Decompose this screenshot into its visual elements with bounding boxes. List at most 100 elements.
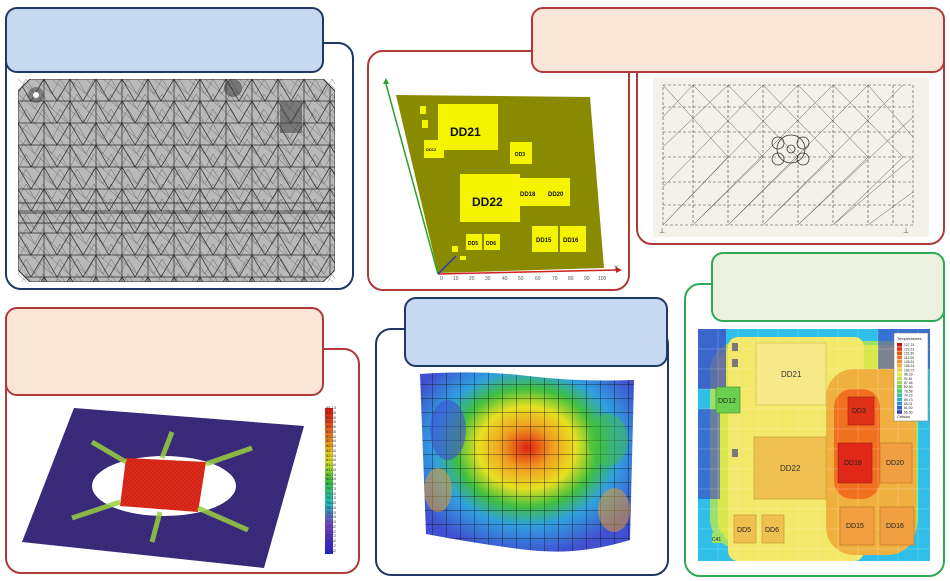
thermal-legend-swatch — [897, 355, 902, 360]
chip-component-dd16 — [560, 226, 586, 252]
thermal-component-dd12 — [715, 386, 741, 414]
thermal-small-label: C41 — [712, 537, 721, 543]
thermal-legend-swatch — [897, 406, 902, 410]
thermal-legend-value: 96.23 — [904, 373, 913, 377]
stress-legend-value: 84.95 — [326, 409, 337, 415]
stress-legend-value: 80.04 — [326, 481, 337, 486]
stress-legend-value: 77.32 — [326, 523, 337, 529]
thermal-legend-swatch — [897, 380, 902, 385]
thermal-legend-title: Temperatures — [897, 336, 921, 341]
stress-legend-value: 79.13 — [326, 495, 337, 501]
thermal-legend-swatch — [897, 410, 902, 414]
stress-legend-value: 80.74 — [326, 471, 337, 477]
thermal-legend-value: 119.23 — [904, 347, 914, 351]
thermal-panel-header — [711, 252, 945, 322]
thermal-label-dd5: DD5 — [737, 527, 751, 534]
chip-axis-tick: 30 — [485, 276, 491, 282]
stress-legend-value: 78.53 — [326, 504, 337, 510]
thermal-component-dd16 — [879, 506, 915, 546]
chip-label-dd16: DD16 — [563, 238, 579, 244]
thermal-legend-value: 69.73 — [904, 398, 913, 402]
thermal-label-dd21: DD21 — [781, 370, 802, 379]
thermal-legend-swatch — [897, 368, 902, 372]
stress-legend-value: 76.72 — [326, 533, 337, 539]
thermal-legend-swatch — [897, 389, 902, 393]
thermal-legend-swatch — [897, 401, 902, 406]
chip-component-dd6 — [484, 234, 500, 250]
thermal-legend-swatch — [897, 351, 902, 355]
thermal-legend-value: 112.00 — [904, 356, 914, 360]
stress-legend-value: 78.23 — [326, 509, 337, 515]
triangular-mesh-image — [18, 79, 335, 282]
stress-legend-value: 83.55 — [326, 428, 337, 434]
chip-axis-tick: 10 — [453, 276, 459, 282]
thermal-map-image: DD21 DD12 DD3 DD18 DD20 DD22 DD15 DD16 D… — [698, 329, 930, 561]
chip-label-dd18: DD18 — [520, 192, 536, 198]
thermal-component-dd15 — [839, 506, 875, 546]
chip-label-dd21: DD21 — [450, 125, 481, 139]
chip-label-dd12: DD12 — [426, 147, 437, 152]
thermal-legend-value: 105.14 — [904, 364, 914, 368]
stress-legend-value: 82.64 — [326, 443, 337, 448]
thermal-legend-swatch — [897, 343, 902, 347]
stress-panel-header — [5, 307, 324, 396]
chip-component-dd18 — [516, 178, 542, 206]
engineering-drawing-image: ⊥ ⊥ — [653, 77, 929, 237]
thermal-label-dd12: DD12 — [718, 398, 736, 405]
thermal-legend-swatch — [897, 372, 902, 376]
stress-legend-value: 80.44 — [326, 476, 337, 482]
thermal-component-dd6 — [761, 514, 785, 544]
thermal-legend-value: 127.21 — [904, 343, 914, 347]
stress-legend-value: 81.04 — [326, 466, 337, 472]
thermal-legend-swatch — [897, 376, 902, 381]
chip-axis-tick: 100 — [598, 276, 607, 282]
drawing-panel-header — [531, 7, 945, 73]
thermal-legend-value: 100.72 — [904, 368, 914, 372]
thermal-legend-value: 115.30 — [904, 352, 914, 356]
stress-legend-value: 83.34 — [326, 433, 337, 439]
chip-axis-tick: 0 — [440, 276, 443, 282]
stress-legend-value: 82.04 — [326, 452, 337, 458]
thermal-legend-swatch — [897, 359, 902, 364]
mesh-panel-header — [5, 7, 324, 73]
thermal-legend-value: 78.58 — [904, 389, 913, 393]
thermal-component-dd18 — [837, 442, 873, 484]
chip-component-dd20 — [542, 178, 570, 206]
thermal-legend-swatch — [897, 397, 902, 402]
stress-legend-value: 81.64 — [326, 457, 337, 463]
stress-legend-value: 77.93 — [326, 514, 337, 520]
chip-label-dd22: DD22 — [472, 195, 503, 209]
chip-component-dd12 — [424, 140, 444, 158]
chip-axis-tick: 20 — [469, 276, 475, 282]
stress-legend-value: 77.02 — [326, 528, 337, 534]
thermal-legend-footer: Celsius — [897, 414, 910, 419]
chip-component-dd21 — [438, 104, 498, 150]
stress-legend-value: 82.94 — [326, 438, 337, 444]
stress-legend-value: 84.25 — [326, 419, 337, 425]
chip-layout-image: X 0 10 20 30 40 50 60 70 80 90 100 DD21 … — [378, 78, 624, 284]
chip-axis-tick: 80 — [568, 276, 574, 282]
chip-component-dd22 — [460, 174, 520, 222]
chip-axis-tick: 40 — [502, 276, 508, 282]
thermal-component-dd5 — [733, 514, 757, 544]
chip-label-dd15: DD15 — [536, 238, 552, 244]
stress-simulation-image: 85.13 84.95 84.65 84.25 83.95 83.55 83.3… — [22, 402, 356, 568]
chip-axis-tick: 90 — [584, 276, 590, 282]
thermal-legend-value: 91.81 — [904, 377, 913, 381]
chip-label-dd5: DD5 — [468, 241, 478, 247]
thermal-legend-value: 82.93 — [904, 385, 913, 389]
thermal-legend-value: 56.50 — [904, 410, 913, 414]
stress-legend-value: 83.95 — [326, 424, 337, 429]
thermal-legend-value: 87.46 — [904, 381, 913, 385]
thermal-component-dd3 — [847, 396, 875, 426]
svg-text:X: X — [614, 266, 618, 272]
stress-legend-value: 79.43 — [326, 490, 337, 496]
thermal-legend-swatch — [897, 393, 902, 397]
stress-legend-value: 79.73 — [326, 485, 337, 491]
chip-component-dd3 — [510, 142, 532, 164]
thermal-component-dd21 — [755, 342, 827, 406]
thermal-component-dd22 — [753, 436, 827, 500]
chip-axis-tick: 50 — [518, 276, 524, 282]
stress-color-legend — [325, 408, 333, 554]
thermal-legend-swatch — [897, 385, 902, 389]
